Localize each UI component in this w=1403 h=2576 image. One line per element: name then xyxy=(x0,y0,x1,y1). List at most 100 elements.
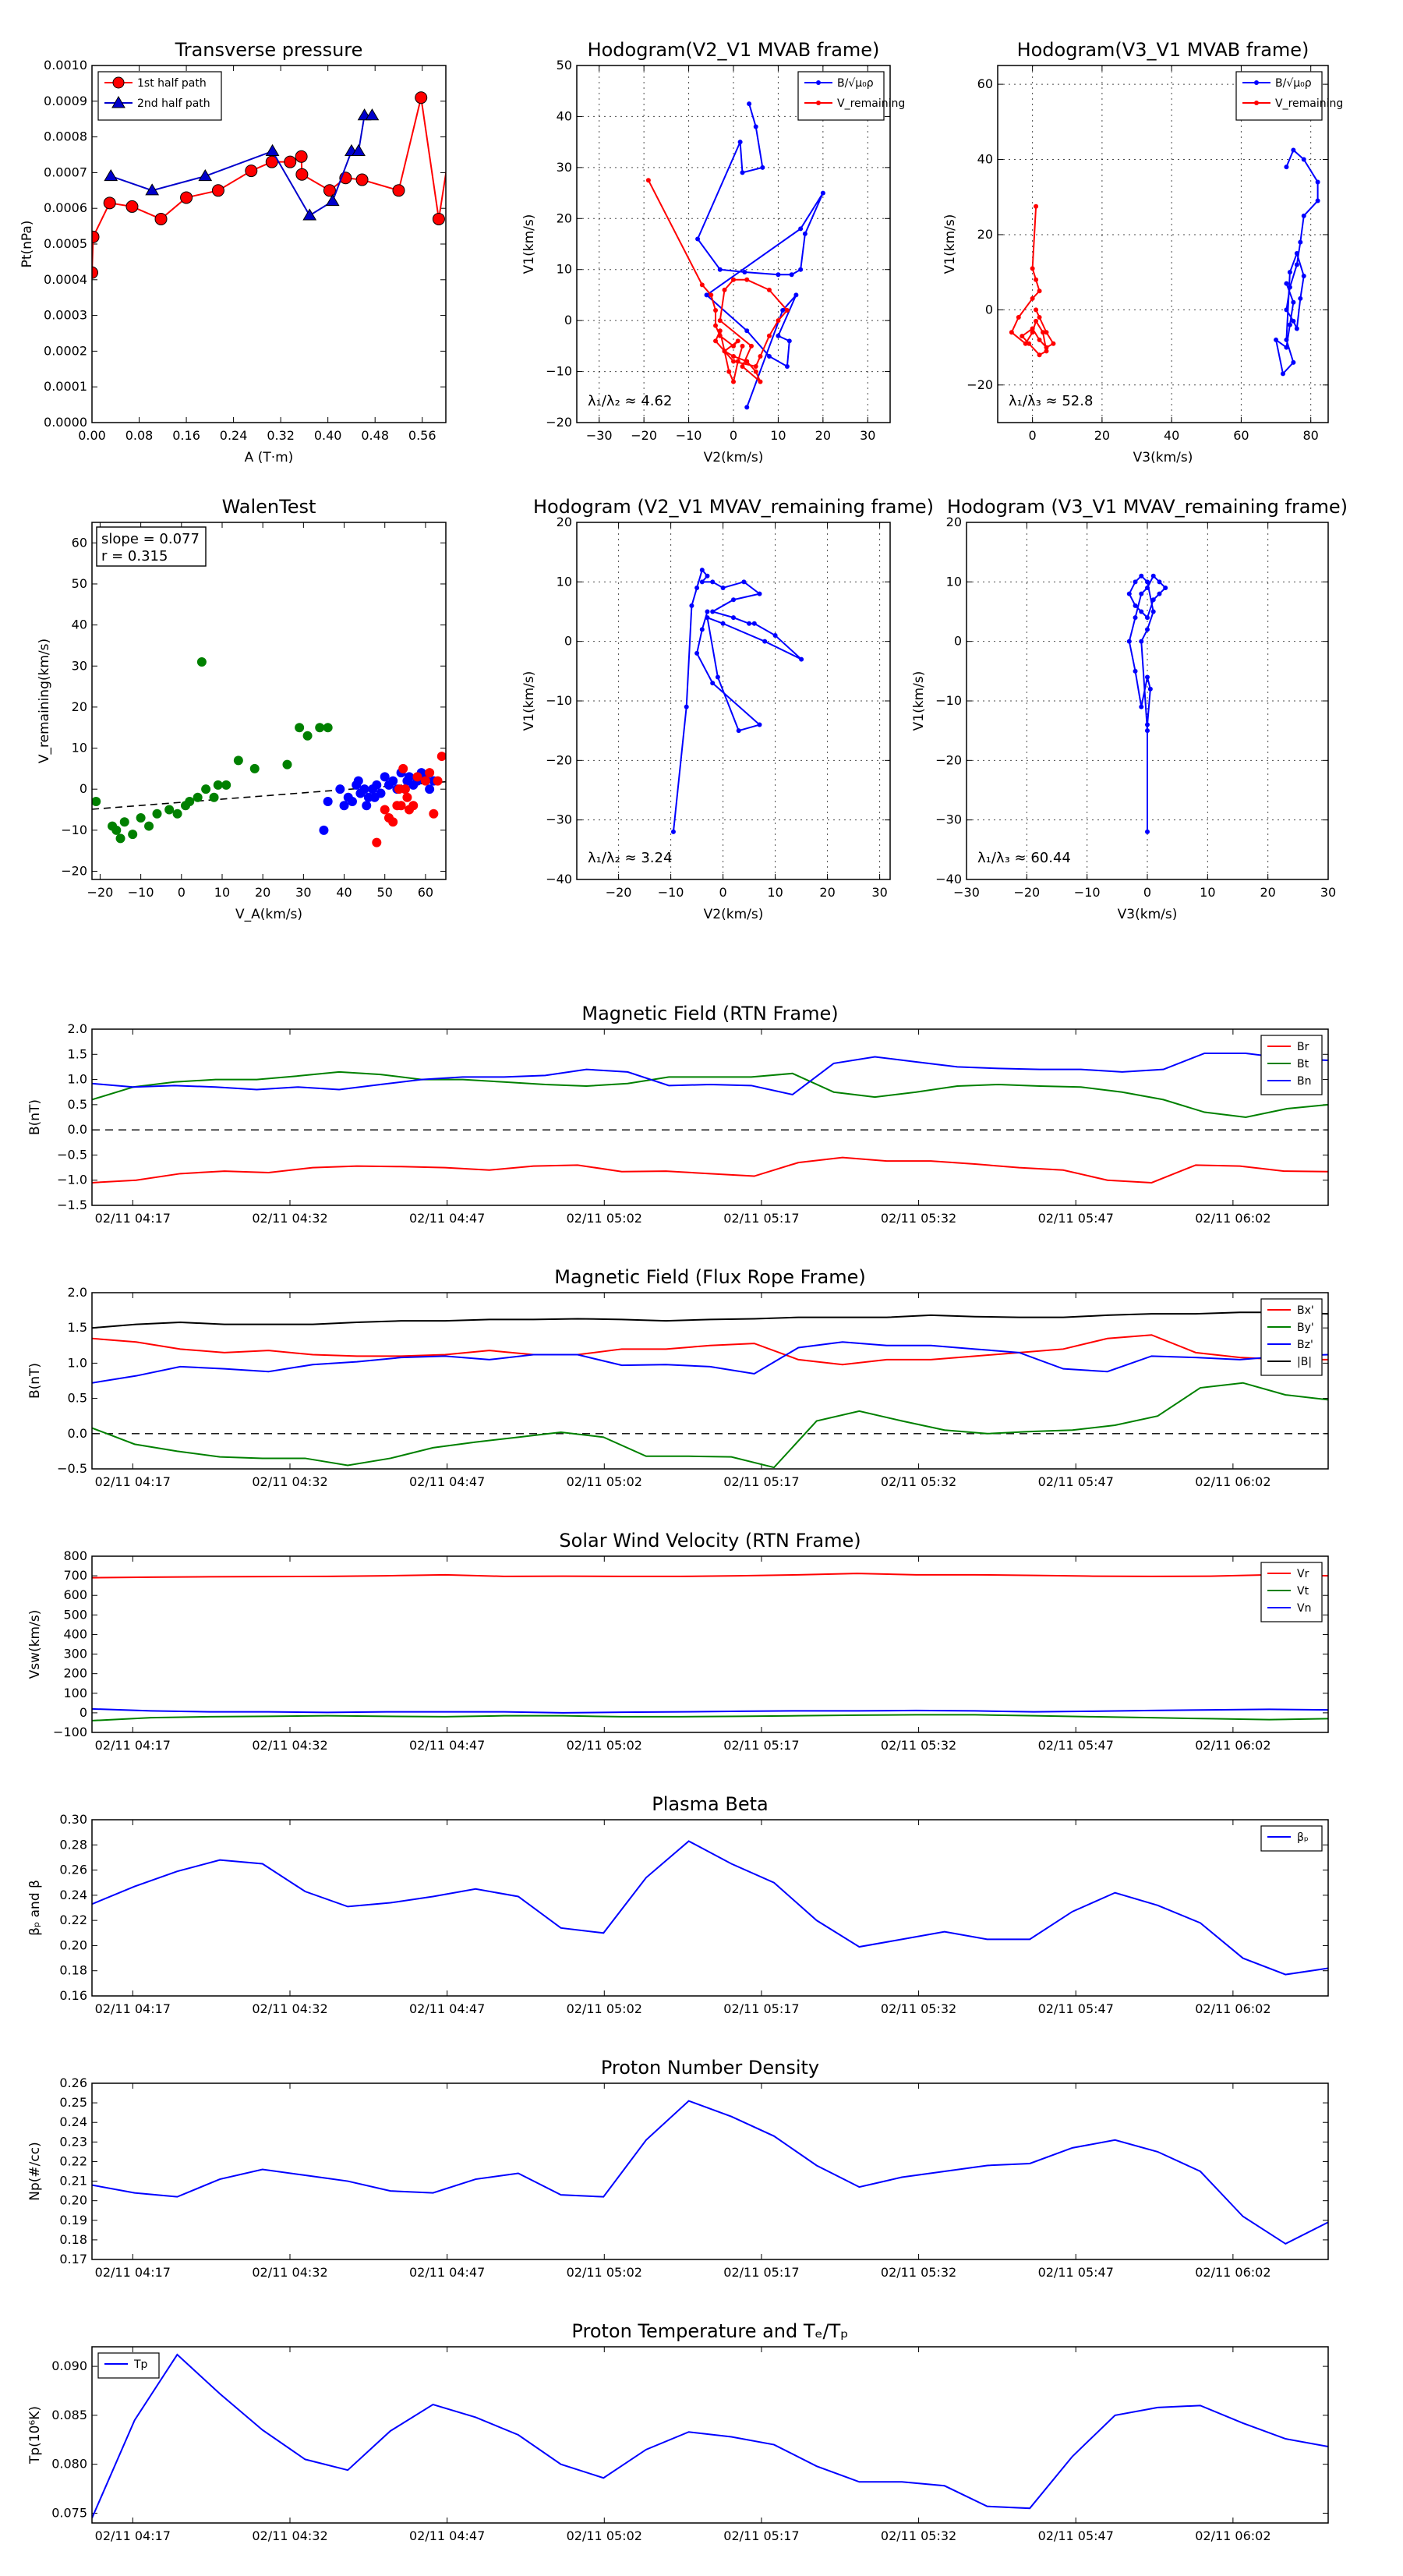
data-point xyxy=(180,191,193,204)
x-tick-label: 20 xyxy=(1094,428,1110,443)
y-tick-label: 2.0 xyxy=(68,1021,87,1036)
y-tick-label: 0.0007 xyxy=(44,165,87,179)
data-point xyxy=(164,805,175,815)
legend-label: Bt xyxy=(1297,1058,1309,1070)
x-tick-label: 02/11 04:32 xyxy=(252,1211,327,1226)
y-tick-label: 0.0009 xyxy=(44,94,87,108)
data-point xyxy=(710,681,716,686)
data-point xyxy=(1287,285,1292,290)
legend-box xyxy=(1260,1825,1323,1852)
data-point xyxy=(731,277,736,282)
data-point xyxy=(789,272,794,278)
data-point xyxy=(119,817,129,827)
data-point xyxy=(362,801,372,811)
x-axis-label: V3(km/s) xyxy=(1118,907,1178,922)
data-point xyxy=(1126,591,1132,596)
plot-area xyxy=(92,1573,1328,1721)
data-point xyxy=(735,338,740,344)
data-point xyxy=(245,165,258,178)
data-point xyxy=(1291,147,1296,153)
data-point xyxy=(798,267,804,272)
data-point xyxy=(1145,579,1150,585)
y-tick-label: 0.5 xyxy=(68,1097,87,1112)
x-tick-label: 20 xyxy=(815,428,831,443)
x-tick-label: 02/11 06:02 xyxy=(1195,2528,1270,2543)
data-point xyxy=(265,143,280,157)
y-tick-label: 600 xyxy=(63,1587,87,1602)
data-point xyxy=(315,723,325,733)
x-tick-label: 02/11 05:32 xyxy=(881,2001,956,2016)
data-point xyxy=(282,759,292,770)
series-line xyxy=(92,1311,1328,1329)
y-axis-label: B(nT) xyxy=(27,1099,43,1135)
x-tick-label: 02/11 05:32 xyxy=(881,2265,956,2280)
data-point xyxy=(92,796,101,806)
y-axis-label: V1(km/s) xyxy=(521,671,537,731)
x-tick-label: −30 xyxy=(953,885,980,900)
y-axis-label: V1(km/s) xyxy=(942,214,958,274)
data-point xyxy=(1294,326,1299,331)
y-tick-label: 40 xyxy=(557,108,572,123)
y-tick-label: 0.23 xyxy=(59,2134,87,2149)
plot-area xyxy=(92,1311,1328,1469)
x-tick-label: 80 xyxy=(1303,428,1319,443)
data-point xyxy=(757,591,762,596)
series-line xyxy=(110,115,373,217)
legend-label: V_remaining xyxy=(837,97,905,110)
data-point xyxy=(1133,668,1138,674)
y-tick-label: 500 xyxy=(63,1607,87,1622)
data-point xyxy=(1284,337,1289,342)
y-axis-label: V_remaining(km/s) xyxy=(37,639,52,763)
legend-label: |B| xyxy=(1297,1356,1312,1368)
slope-label: slope = 0.077 xyxy=(101,531,200,547)
x-tick-label: 0.24 xyxy=(220,428,248,443)
y-tick-label: 20 xyxy=(977,227,993,242)
data-point xyxy=(751,621,757,626)
data-point xyxy=(1034,277,1039,282)
x-tick-label: 02/11 04:17 xyxy=(95,1211,171,1226)
x-tick-label: −20 xyxy=(631,428,657,443)
data-point xyxy=(753,369,758,374)
data-point xyxy=(1145,627,1150,632)
data-point xyxy=(1133,615,1138,621)
data-point xyxy=(753,124,758,129)
x-tick-label: −20 xyxy=(1013,885,1040,900)
plot-area xyxy=(92,2353,1328,2519)
data-point xyxy=(196,656,207,667)
panel-mag_fr: 02/11 04:17 02/11 04:32 02/11 04:47 02/11 0… xyxy=(27,1266,1329,1489)
legend: B/√μ₀ρ V_remaining xyxy=(1235,71,1343,121)
data-point xyxy=(1133,603,1138,608)
y-axis-label: V1(km/s) xyxy=(911,671,927,731)
panel-title: Solar Wind Velocity (RTN Frame) xyxy=(559,1530,861,1552)
data-point xyxy=(699,627,705,632)
panel-title: Proton Temperature and Tₑ/Tₚ xyxy=(571,2320,848,2342)
plot-frame xyxy=(997,65,1329,423)
data-point xyxy=(747,101,752,107)
data-point xyxy=(128,830,138,840)
y-tick-label: 0.0010 xyxy=(44,58,87,73)
data-point xyxy=(323,184,336,197)
x-tick-label: −10 xyxy=(1074,885,1101,900)
data-point xyxy=(645,178,651,183)
data-point xyxy=(1133,579,1138,585)
x-tick-label: 02/11 05:47 xyxy=(1038,1474,1114,1489)
data-point xyxy=(717,267,723,272)
y-tick-label: 0.0008 xyxy=(44,129,87,144)
y-tick-label: 200 xyxy=(63,1666,87,1681)
series-line xyxy=(92,1070,1328,1119)
ratio-annotation: λ₁/λ₃ ≈ 52.8 xyxy=(1009,393,1093,409)
y-tick-label: 50 xyxy=(557,58,572,73)
data-point xyxy=(211,184,224,197)
x-tick-label: 02/11 05:32 xyxy=(881,1211,956,1226)
x-tick-label: 10 xyxy=(1200,885,1215,900)
data-point xyxy=(392,184,405,197)
data-point xyxy=(731,597,736,603)
y-axis-label: Np(#/cc) xyxy=(27,2142,43,2200)
plot-area xyxy=(92,1840,1328,1976)
y-tick-label: 0.26 xyxy=(59,2075,87,2090)
x-tick-label: 02/11 06:02 xyxy=(1195,2001,1270,2016)
data-point xyxy=(1284,307,1289,313)
data-point xyxy=(799,656,804,662)
x-tick-label: 02/11 04:47 xyxy=(409,1738,485,1753)
series-line xyxy=(92,1707,1328,1714)
